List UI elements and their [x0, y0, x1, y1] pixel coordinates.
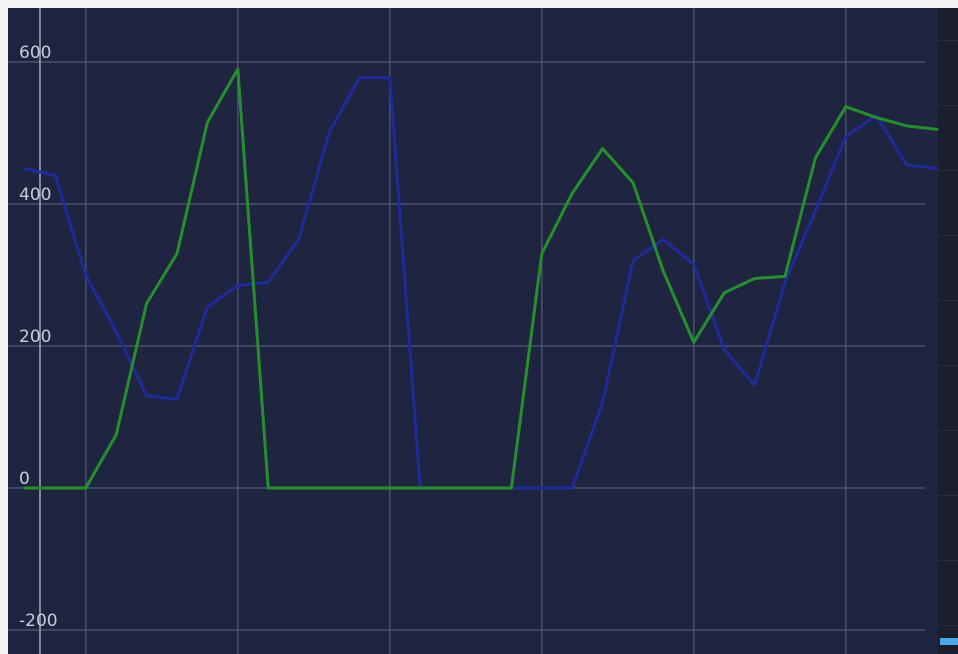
right-panel-divider [938, 560, 958, 561]
right-panel-divider [938, 625, 958, 626]
right-panel-divider [938, 170, 958, 171]
series-lines [23, 67, 939, 490]
right-panel-divider [938, 430, 958, 431]
right-panel-divider [938, 300, 958, 301]
right-panel-divider [938, 105, 958, 106]
right-panel-divider [938, 40, 958, 41]
plot-background [8, 8, 958, 654]
y-axis-ticks: 600 400 200 0 -200 [19, 43, 58, 631]
y-tick-label: 0 [19, 469, 30, 489]
y-tick-label: 400 [19, 185, 51, 205]
right-panel-strip [938, 8, 958, 654]
scroll-indicator[interactable] [940, 638, 958, 645]
gridlines [8, 8, 925, 654]
right-panel-divider [938, 235, 958, 236]
y-tick-label: 600 [19, 43, 51, 63]
right-panel-divider [938, 365, 958, 366]
right-scroll-panel [938, 8, 958, 654]
y-tick-label: -200 [19, 611, 58, 631]
y-tick-label: 200 [19, 327, 51, 347]
right-panel-divider [938, 495, 958, 496]
series-line-2 [23, 67, 939, 490]
